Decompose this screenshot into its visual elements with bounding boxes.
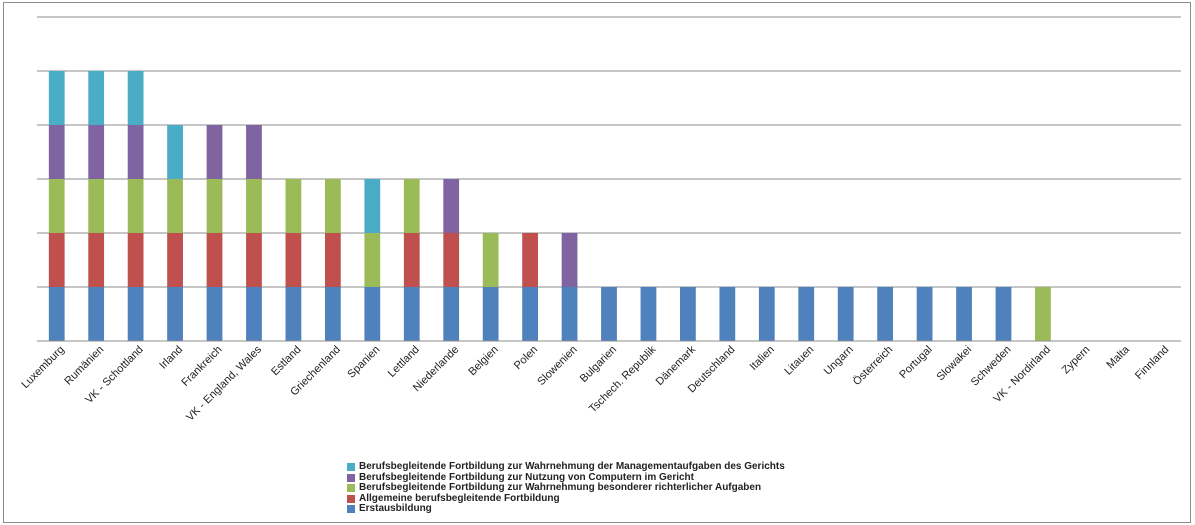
bar-segment — [798, 287, 815, 341]
bar-segment — [601, 287, 617, 341]
bar-segment — [167, 287, 183, 341]
legend-label: Berufsbegleitende Fortbildung zur Nutzun… — [359, 471, 694, 483]
bar-segment — [246, 179, 262, 233]
legend-swatch — [347, 484, 355, 493]
legend-item: Berufsbegleitende Fortbildung zur Wahrne… — [347, 462, 785, 473]
x-tick-label: Estland — [269, 344, 303, 378]
bar-segment — [443, 179, 460, 233]
legend-item: Berufsbegleitende Fortbildung zur Nutzun… — [347, 471, 785, 484]
legend-label: Erstausbildung — [359, 503, 432, 515]
bar-segment — [48, 125, 65, 179]
bar-segment — [206, 287, 223, 341]
legend-label: Berufsbegleitende Fortbildung zur Wahrne… — [359, 461, 785, 473]
bar-segment — [561, 233, 578, 287]
legend-swatch — [347, 463, 355, 472]
bar-segment — [246, 287, 262, 341]
bar-segment — [561, 287, 578, 341]
bar-segment — [482, 233, 499, 287]
x-tick-label: Belgien — [466, 344, 500, 378]
bar-segment — [285, 287, 302, 341]
bar-segment — [206, 179, 223, 233]
chart-frame — [3, 2, 1191, 523]
x-tick-label: Malta — [1104, 343, 1132, 371]
bar-segment — [246, 125, 262, 179]
bar-segment — [916, 287, 933, 341]
legend-swatch — [347, 473, 355, 482]
x-tick-label: Litauen — [782, 344, 816, 378]
legend-swatch — [347, 494, 355, 503]
legend-item: Berufsbegleitende Fortbildung zur Wahrne… — [347, 483, 785, 494]
x-tick-label: Spanien — [345, 344, 382, 381]
x-tick-label: Ungarn — [822, 344, 856, 378]
bar-segment — [364, 179, 381, 233]
bar-segment — [680, 287, 696, 341]
x-tick-label: Bulgarien — [578, 344, 619, 385]
x-tick-label: Tschech. Republik — [587, 343, 659, 415]
bar-segment — [48, 71, 65, 125]
bar-segment — [206, 233, 223, 287]
bar-segment — [364, 287, 381, 341]
bar-segment — [403, 287, 420, 341]
bar-segment — [48, 233, 65, 287]
x-tick-label: Italien — [748, 344, 777, 373]
bar-segment — [522, 287, 538, 341]
bar-segment — [1035, 287, 1051, 341]
bar-segment — [167, 179, 183, 233]
x-tick-label: VK - England, Wales — [184, 343, 264, 423]
bar-segment — [127, 233, 144, 287]
bar-segment — [127, 125, 144, 179]
bar-segment — [956, 287, 972, 341]
bar-segment — [48, 287, 65, 341]
bar-segment — [403, 179, 420, 233]
bar-segment — [364, 233, 381, 287]
legend: Berufsbegleitende Fortbildung zur Wahrne… — [347, 462, 785, 515]
bar-segment — [88, 287, 105, 341]
x-tick-label: Polen — [512, 344, 540, 372]
x-tick-label: Irland — [157, 344, 185, 372]
bar-segment — [522, 233, 538, 287]
bar-segment — [167, 233, 183, 287]
bar-segment — [127, 71, 144, 125]
bar-segment — [758, 287, 775, 341]
x-tick-label: Portugal — [897, 344, 934, 381]
bar-segment — [246, 233, 262, 287]
legend-swatch — [347, 505, 355, 514]
bar-segment — [48, 179, 65, 233]
bar-segment — [995, 287, 1012, 341]
legend-label: Allgemeine berufsbegleitende Fortbildung — [359, 492, 560, 504]
bar-segment — [285, 233, 302, 287]
bar-segment — [206, 125, 223, 179]
x-tick-label: Zypern — [1060, 344, 1093, 377]
bar-segment — [88, 71, 105, 125]
bar-segment — [877, 287, 894, 341]
bar-segment — [88, 125, 105, 179]
legend-label: Berufsbegleitende Fortbildung zur Wahrne… — [359, 482, 762, 494]
bar-segment — [88, 233, 105, 287]
x-tick-label: Slowenien — [535, 344, 579, 388]
bar-segment — [443, 287, 460, 341]
bar-segment — [640, 287, 657, 341]
bar-segment — [324, 179, 341, 233]
bar-segment — [324, 233, 341, 287]
bar-segment — [837, 287, 854, 341]
bar-segment — [285, 179, 302, 233]
bar-segment — [127, 179, 144, 233]
x-tick-label: Lettland — [386, 344, 422, 380]
bar-segment — [443, 233, 460, 287]
bar-segment — [88, 179, 105, 233]
bar-segment — [127, 287, 144, 341]
x-tick-label: Slowakei — [935, 344, 975, 384]
bar-segment — [167, 125, 183, 179]
legend-item: Erstausbildung — [347, 504, 785, 515]
bar-segment — [719, 287, 736, 341]
x-tick-label: Österreich — [851, 344, 895, 388]
x-tick-label: Luxemburg — [19, 344, 66, 391]
bar-segment — [324, 287, 341, 341]
bar-segment — [482, 287, 499, 341]
bar-segment — [403, 233, 420, 287]
legend-item: Allgemeine berufsbegleitende Fortbildung — [347, 492, 785, 505]
x-tick-label: Finnland — [1133, 344, 1171, 382]
